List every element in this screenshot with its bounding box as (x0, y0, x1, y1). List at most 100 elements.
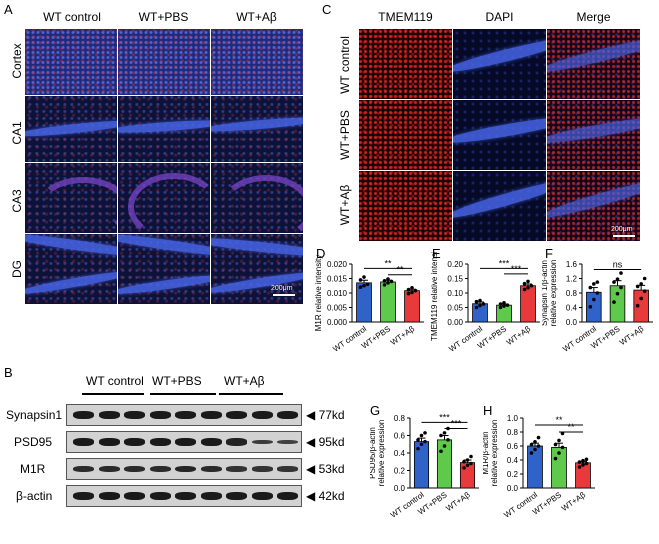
blot-band (251, 439, 273, 445)
micrograph-tmem119-wt-control (358, 28, 453, 100)
micrograph-ca3-wt-control (24, 162, 118, 234)
blot-band (124, 411, 145, 419)
blot-band (73, 411, 94, 419)
y-tick-label: 0.8 (566, 289, 578, 298)
data-point (592, 297, 596, 302)
panel-label-c: C (322, 2, 332, 17)
data-point (526, 285, 530, 290)
data-point (577, 460, 582, 464)
col-header-wt-abeta: WT+Aβ (236, 10, 277, 24)
blot-band (226, 438, 247, 446)
y-axis-label: PSD95/β-actinrelative expression (370, 420, 386, 487)
data-point (442, 431, 447, 435)
data-point (522, 287, 527, 292)
col-header-dapi: DAPI (485, 10, 514, 24)
data-point (588, 304, 593, 309)
data-point (557, 451, 561, 455)
row-label-cortex: Cortex (10, 43, 24, 79)
data-point (416, 446, 420, 451)
y-axis-label-line: M1R/β-actin (483, 431, 490, 474)
data-point (595, 280, 600, 284)
data-point (469, 454, 473, 459)
x-tick-label: WT control (502, 490, 539, 520)
data-point (442, 444, 447, 448)
micrograph-cortex-wt-abeta (210, 28, 304, 96)
data-point (469, 461, 473, 466)
blot-band (149, 438, 171, 446)
data-point (581, 463, 585, 467)
panel-label-h: H (483, 403, 493, 418)
data-point (588, 285, 593, 290)
col-header-wt-pbs: WT+PBS (138, 10, 189, 24)
y-tick-label: 1.6 (566, 260, 578, 269)
blot-band (277, 439, 298, 445)
chart-synapsin1: Synapsin 1/β-actinrelative expression 0.0… (542, 259, 653, 354)
blot-strip-m1r (66, 458, 302, 480)
data-point (533, 447, 537, 452)
data-point (358, 278, 363, 282)
col-header-tmem119: TMEM119 (378, 10, 433, 24)
col-header-merge: Merge (576, 10, 611, 24)
data-point (413, 288, 418, 293)
x-tick-label: WT+Aβ (618, 324, 646, 347)
blot-band (98, 465, 120, 473)
blot-band (98, 492, 120, 500)
y-tick-label: 0.005 (327, 304, 348, 313)
data-point (581, 458, 585, 463)
blot-size-42kd: ◀ 42kd (306, 489, 345, 503)
blot-band (124, 438, 145, 446)
data-point (382, 283, 387, 287)
panel-label-d: D (316, 246, 326, 261)
significance-label: *** (511, 264, 522, 274)
micrograph-tmem119-wt-pbs (358, 99, 453, 171)
micrograph-merge-wt-pbs (546, 99, 641, 171)
y-axis-label-line: Synapsin 1/β-actin (542, 260, 549, 326)
data-point (560, 445, 565, 450)
data-point (478, 303, 482, 308)
blot-band (277, 492, 298, 500)
data-point (502, 301, 506, 305)
data-point (522, 281, 527, 286)
blot-band (73, 465, 94, 473)
bar-2 (404, 290, 420, 323)
data-point (462, 466, 466, 470)
scale-bar-a (273, 294, 295, 296)
y-tick-label: 0.4 (566, 304, 578, 313)
blot-group-wt-abeta: WT+Aβ (224, 374, 265, 388)
data-point (533, 440, 537, 444)
data-point (557, 438, 561, 443)
data-point (615, 291, 620, 296)
y-tick-label: 0.015 (327, 275, 348, 284)
bar-0 (527, 445, 543, 489)
data-point (362, 275, 366, 279)
bar-2 (633, 289, 649, 323)
bar-1 (609, 285, 626, 323)
data-point (577, 465, 582, 469)
data-point (423, 431, 427, 435)
scale-label-a: 200μm (271, 285, 293, 292)
chart-psd95: PSD95/β-actinrelative expression 0.0 0.2 0.… (370, 412, 479, 520)
micrograph-ca1-wt-control (24, 95, 118, 163)
data-point (474, 299, 479, 304)
scale-label-c: 200μm (611, 226, 633, 233)
blot-band (251, 466, 273, 472)
data-point (526, 279, 530, 284)
row-label-c-wt-abeta: WT+Aβ (338, 184, 352, 226)
data-point (382, 279, 387, 283)
row-label-ca3: CA3 (10, 189, 24, 213)
blot-band (277, 411, 298, 419)
scale-bar-c (613, 235, 635, 237)
blot-group-line-3 (219, 393, 283, 395)
micrograph-merge-wt-abeta: 200μm (546, 170, 641, 242)
y-tick-label: 0.8 (394, 414, 406, 423)
panel-label-a: A (4, 2, 13, 17)
panel-label-b: B (4, 365, 13, 380)
micrograph-merge-wt-control (546, 28, 641, 100)
micrograph-dg-wt-control (24, 233, 118, 305)
data-point (553, 442, 558, 447)
blot-band (73, 492, 94, 500)
blot-band (73, 438, 94, 446)
data-point (416, 438, 420, 442)
y-tick-label: 0.4 (507, 456, 519, 465)
micrograph-ca3-wt-abeta (210, 162, 304, 234)
